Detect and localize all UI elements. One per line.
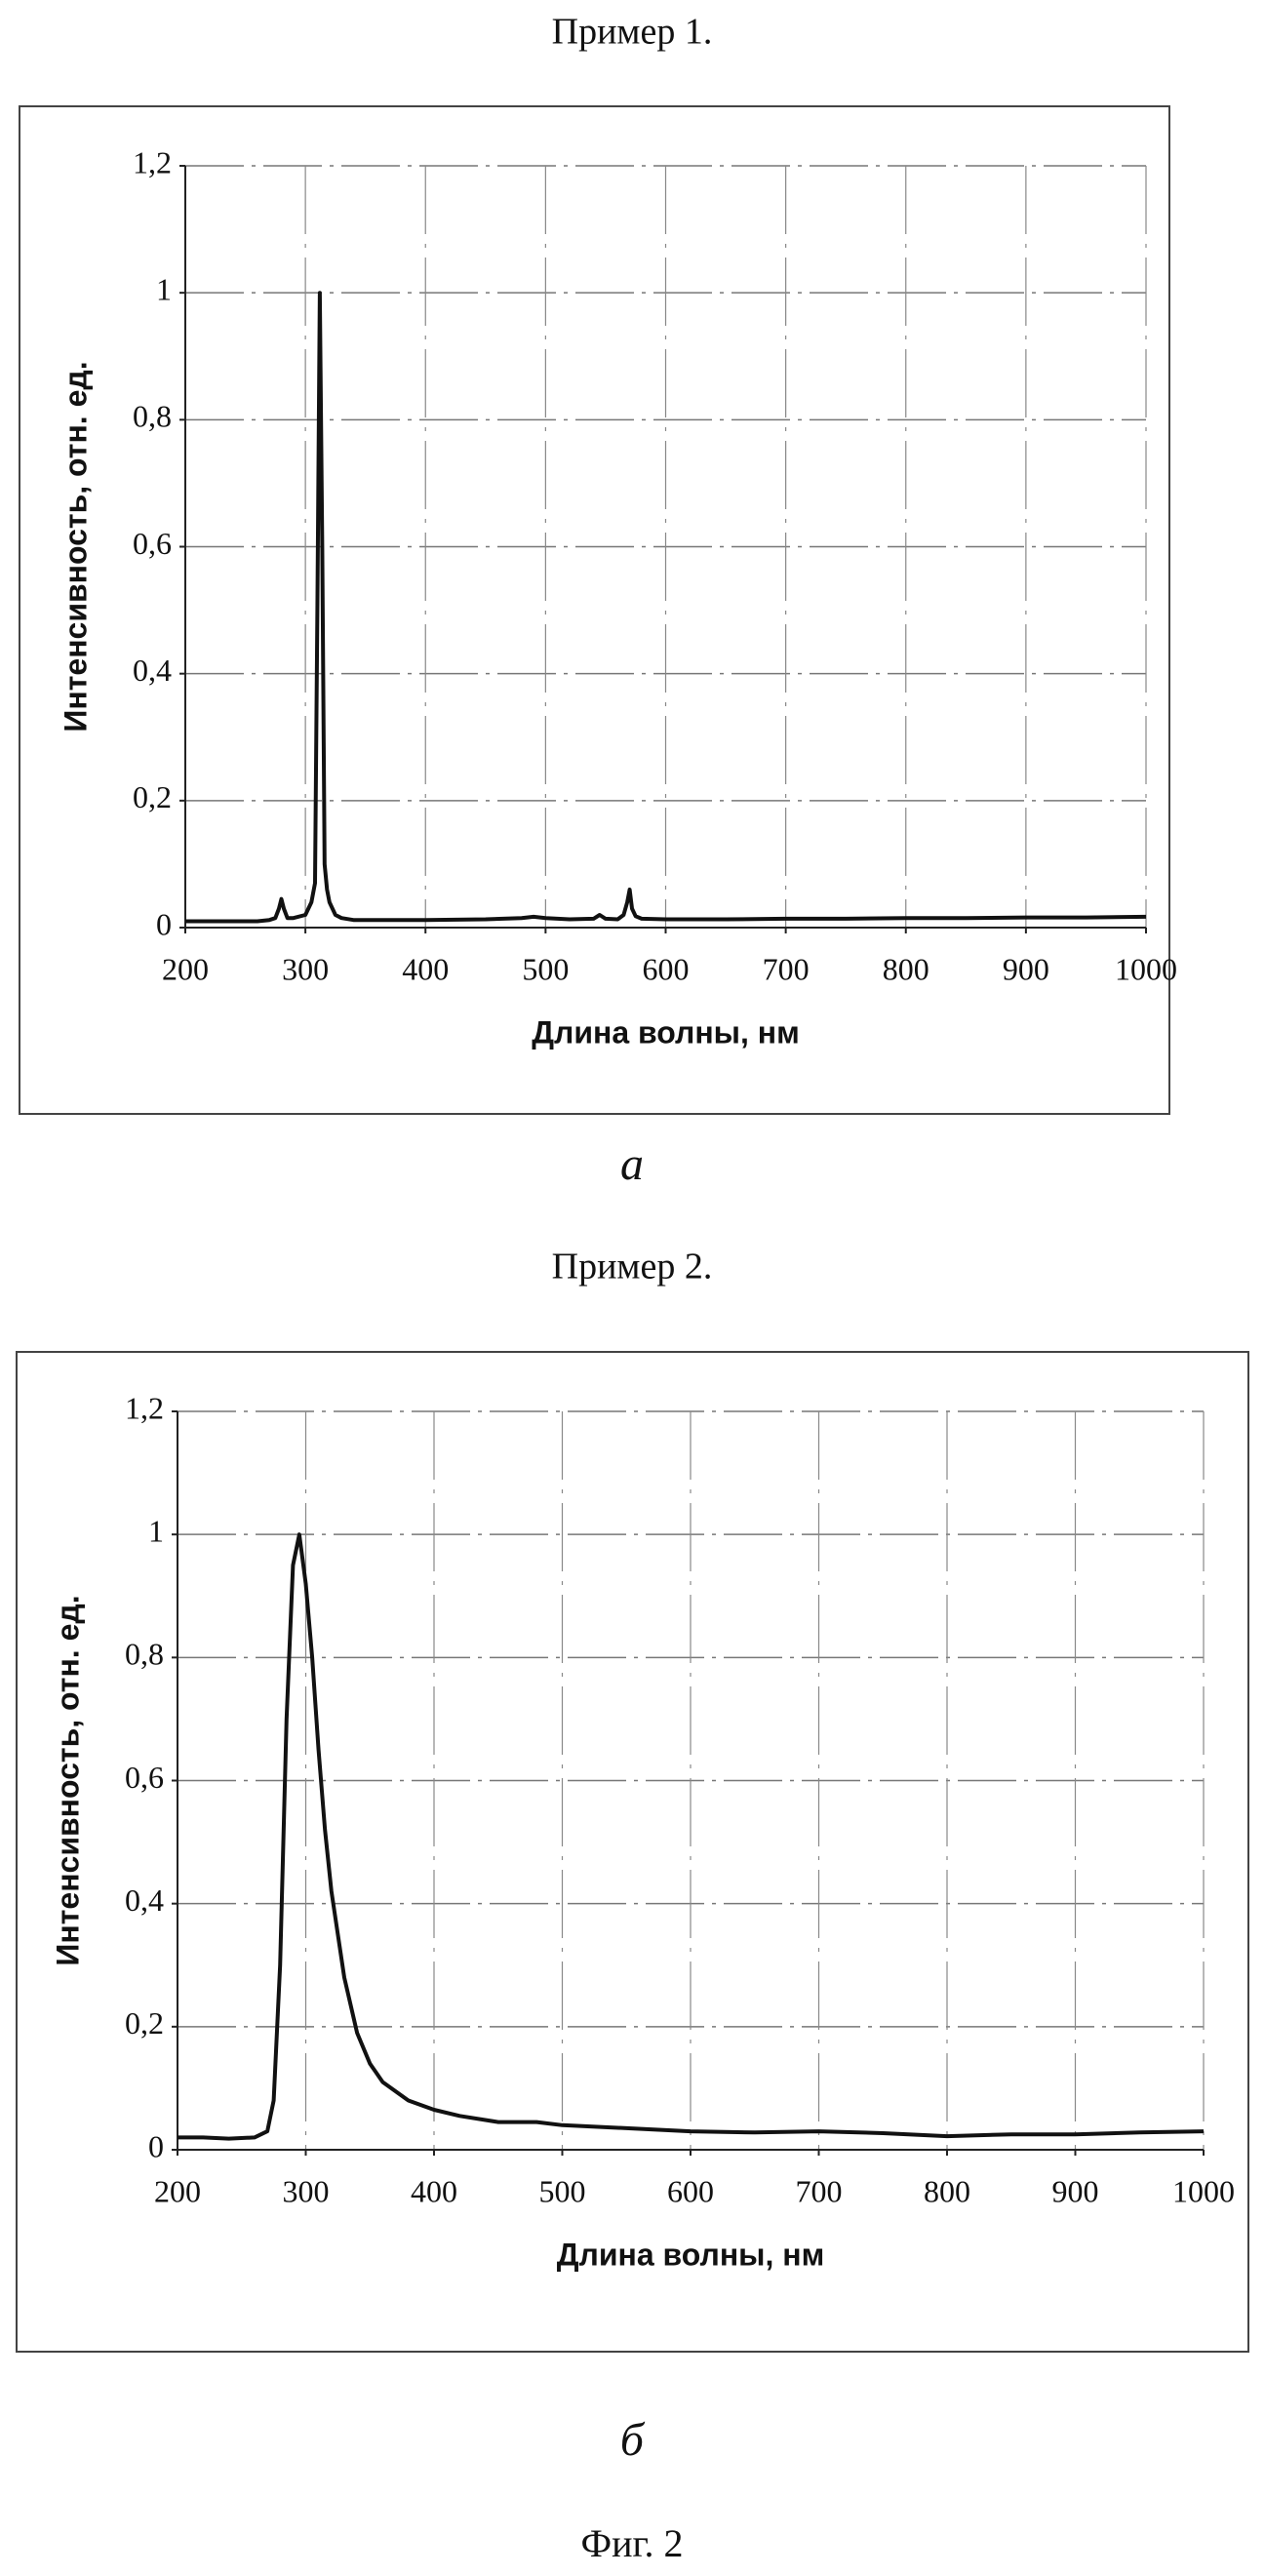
panel-label: а	[620, 1138, 644, 1190]
chart-title: Пример 1.	[552, 12, 713, 53]
x-tick-label: 1000	[1172, 2173, 1235, 2208]
x-tick-label: 500	[539, 2173, 586, 2208]
data-line	[185, 291, 1147, 924]
x-tick-label: 800	[883, 951, 929, 986]
y-tick-label: 0,6	[125, 1760, 164, 1795]
y-axis-label: Интенсивность, отн. ед.	[50, 1595, 85, 1965]
y-tick-label: 1,2	[133, 144, 172, 179]
data-line	[178, 1532, 1205, 2141]
x-tick-label: 200	[154, 2173, 201, 2208]
x-tick-label: 400	[411, 2173, 457, 2208]
x-tick-label: 900	[1003, 951, 1049, 986]
x-tick-label: 300	[282, 951, 329, 986]
y-tick-label: 0	[148, 2128, 164, 2163]
x-tick-label: 300	[283, 2173, 330, 2208]
chart-frame	[19, 105, 1170, 1115]
x-tick-label: 500	[522, 951, 569, 986]
chart-title: Пример 2.	[552, 1247, 713, 1288]
y-tick-label: 1,2	[125, 1390, 164, 1425]
x-axis-label: Длина волны, нм	[557, 2237, 825, 2272]
x-tick-label: 400	[402, 951, 449, 986]
y-tick-label: 0,4	[125, 1882, 164, 1918]
x-tick-label: 600	[643, 951, 690, 986]
x-axis-label: Длина волны, нм	[532, 1014, 800, 1050]
y-tick-label: 0,6	[133, 526, 172, 561]
y-tick-label: 1	[148, 1514, 164, 1549]
y-tick-label: 0	[156, 906, 172, 941]
y-tick-label: 0,4	[133, 653, 172, 688]
y-tick-label: 0,8	[125, 1637, 164, 1672]
figure-caption: Фиг. 2	[581, 2521, 684, 2565]
y-tick-label: 1	[156, 272, 172, 307]
x-tick-label: 1000	[1115, 951, 1177, 986]
y-tick-label: 0,2	[125, 2005, 164, 2041]
y-axis-label: Интенсивность, отн. ед.	[58, 361, 93, 732]
chart-frame	[16, 1351, 1249, 2353]
x-tick-label: 700	[763, 951, 810, 986]
x-tick-label: 200	[162, 951, 209, 986]
y-tick-label: 0,8	[133, 399, 172, 434]
x-tick-label: 700	[796, 2173, 843, 2208]
x-tick-label: 800	[924, 2173, 970, 2208]
y-tick-label: 0,2	[133, 779, 172, 814]
x-tick-label: 600	[667, 2173, 714, 2208]
panel-label: б	[620, 2414, 646, 2466]
x-tick-label: 900	[1052, 2173, 1099, 2208]
